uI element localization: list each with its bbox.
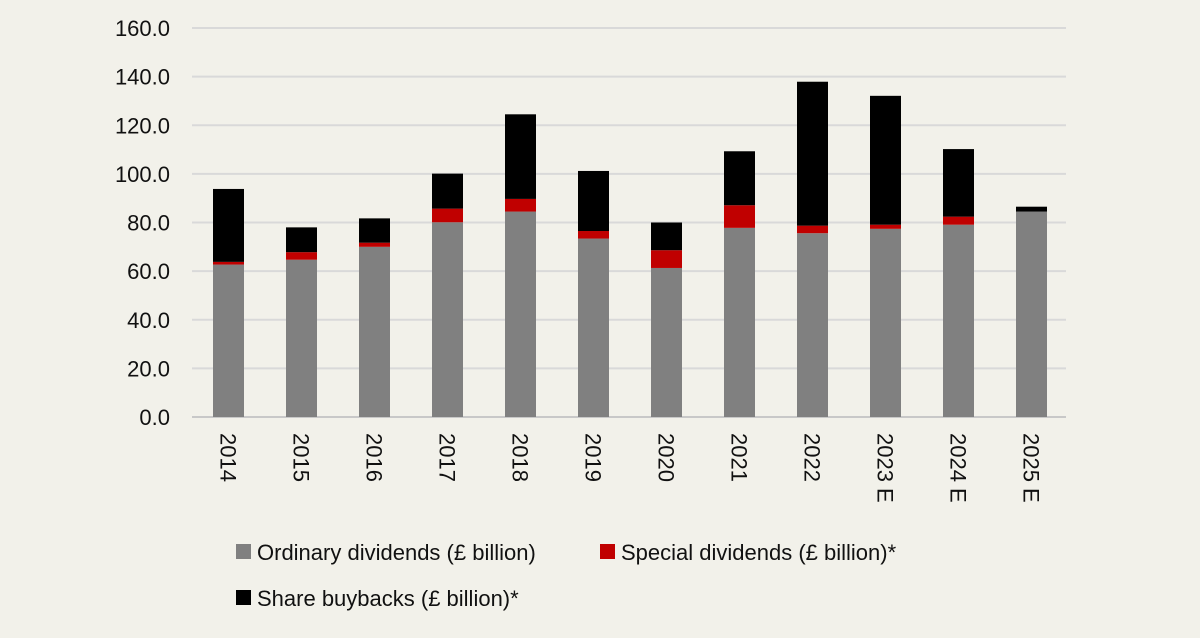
legend: Ordinary dividends (£ billion) Special di… (236, 540, 897, 611)
bar-segment-special-2022 (797, 225, 828, 234)
x-tick-label: 2024 E (946, 433, 971, 503)
bar-segment-buybacks-2016 (359, 218, 390, 243)
y-tick-label: 80.0 (127, 211, 170, 236)
bar-segment-ordinary-2021 (724, 227, 755, 417)
bar-segment-special-2016 (359, 242, 390, 247)
y-tick-label: 100.0 (115, 162, 170, 187)
bar-segment-ordinary-2017 (432, 222, 463, 417)
bar-segment-special-2021 (724, 205, 755, 228)
y-tick-label: 20.0 (127, 356, 170, 381)
x-axis-ticks: 2014 2015 2016 2017 2018 2019 2020 2021 2022 2023… (216, 433, 1044, 503)
x-tick-label: 2014 (216, 433, 241, 482)
x-tick-label: 2019 (581, 433, 606, 482)
y-tick-label: 120.0 (115, 113, 170, 138)
legend-label: Ordinary dividends (£ billion) (257, 540, 536, 565)
bar-segment-buybacks-2021 (724, 151, 755, 206)
bar-segment-special-2018 (505, 198, 536, 212)
bar-segment-buybacks-2015 (286, 227, 317, 253)
bar-segment-buybacks-2019 (578, 170, 609, 232)
bar-segment-ordinary-2022 (797, 233, 828, 417)
bar-segment-special-2015 (286, 252, 317, 260)
bar-segment-ordinary-2014 (213, 264, 244, 417)
legend-swatch-icon (600, 544, 615, 559)
bar-segment-ordinary-2018 (505, 211, 536, 417)
y-tick-label: 140.0 (115, 65, 170, 90)
bar-segment-buybacks-2025-E (1016, 206, 1047, 212)
bar-segment-special-2019 (578, 231, 609, 239)
bar-segment-buybacks-2018 (505, 114, 536, 199)
bar-segment-ordinary-2020 (651, 267, 682, 417)
bar-segment-buybacks-2023-E (870, 95, 901, 225)
x-tick-label: 2022 (800, 433, 825, 482)
legend-label: Special dividends (£ billion)* (621, 540, 897, 565)
bar-segment-special-2024-E (943, 216, 974, 225)
bar-segment-buybacks-2022 (797, 81, 828, 226)
bars (213, 81, 1047, 417)
y-axis-ticks: 0.0 20.0 40.0 60.0 80.0 100.0 120.0 140.0 160.0 (115, 16, 170, 430)
x-tick-label: 2021 (727, 433, 752, 482)
bar-segment-ordinary-2019 (578, 238, 609, 417)
legend-label: Share buybacks (£ billion)* (257, 586, 519, 611)
bar-segment-buybacks-2017 (432, 173, 463, 209)
bar-segment-ordinary-2024-E (943, 224, 974, 417)
gridlines (192, 27, 1066, 418)
bar-segment-ordinary-2016 (359, 246, 390, 417)
bar-segment-special-2014 (213, 261, 244, 265)
bar-segment-special-2020 (651, 250, 682, 268)
y-tick-label: 40.0 (127, 308, 170, 333)
bar-segment-special-2023-E (870, 224, 901, 229)
bar-segment-buybacks-2020 (651, 222, 682, 251)
x-tick-label: 2020 (654, 433, 679, 482)
x-tick-label: 2025 E (1019, 433, 1044, 503)
bar-segment-ordinary-2015 (286, 259, 317, 417)
x-tick-label: 2017 (435, 433, 460, 482)
x-tick-label: 2018 (508, 433, 533, 482)
x-tick-label: 2016 (362, 433, 387, 482)
bar-segment-buybacks-2014 (213, 188, 244, 262)
bar-segment-special-2017 (432, 208, 463, 223)
bar-segment-ordinary-2025-E (1016, 211, 1047, 417)
y-tick-label: 60.0 (127, 259, 170, 284)
x-tick-label: 2015 (289, 433, 314, 482)
legend-swatch-icon (236, 544, 251, 559)
x-tick-label: 2023 E (873, 433, 898, 503)
bar-segment-buybacks-2024-E (943, 149, 974, 217)
bar-segment-ordinary-2023-E (870, 228, 901, 417)
y-tick-label: 0.0 (139, 405, 170, 430)
legend-swatch-icon (236, 590, 251, 605)
y-tick-label: 160.0 (115, 16, 170, 41)
